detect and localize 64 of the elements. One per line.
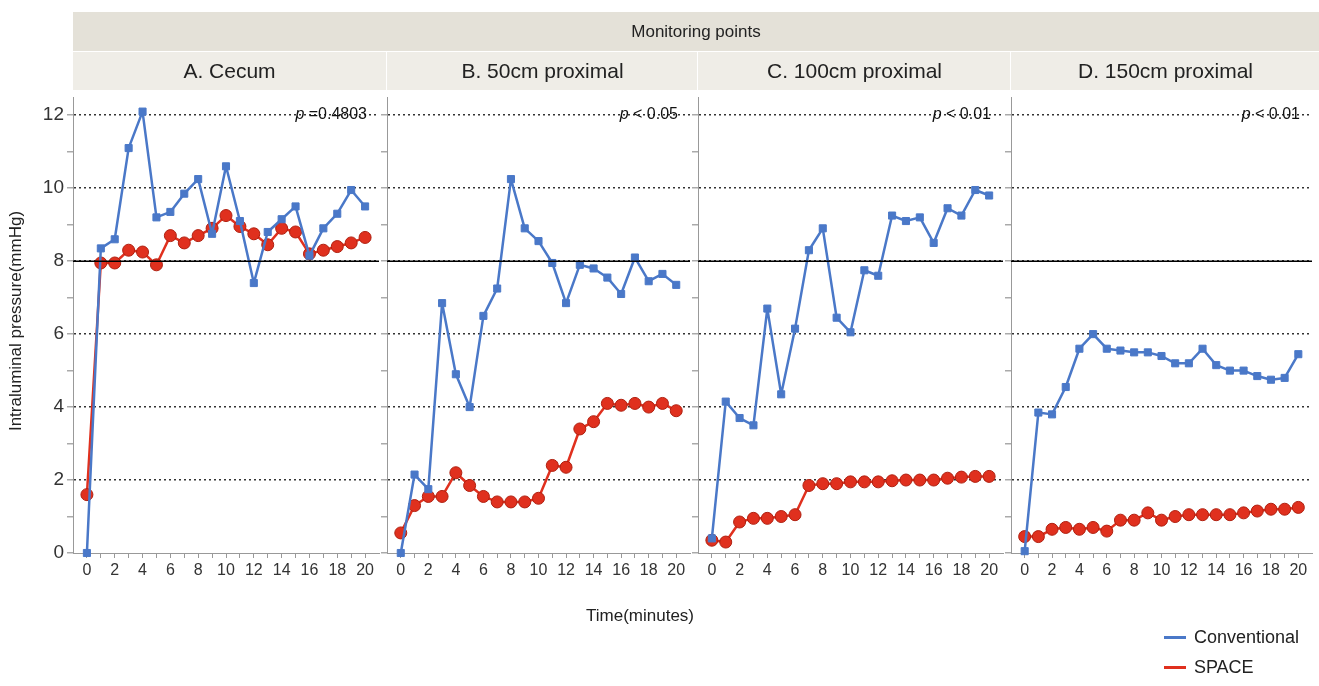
x-tick-label: 4 [138,561,148,579]
x-tick-label: 14 [584,561,603,579]
chart-title: D. 150cm proximal [1077,59,1254,83]
x-tick-label: 20 [667,561,686,579]
x-tick-label: 14 [272,561,291,579]
x-tick-label: 6 [790,561,800,579]
x-axis-title: Time(minutes) [586,606,694,626]
x-tick-label: 8 [193,561,203,579]
x-tick-label: 4 [1074,561,1084,579]
x-tick-label: 14 [897,561,915,579]
x-tick-label: 16 [924,561,943,579]
x-tick-label: 8 [1129,561,1139,579]
x-tick-label: 18 [952,561,971,579]
x-tick-label: 16 [1234,561,1253,579]
annotation: p < 0.01 [931,105,992,123]
legend-label: Conventional [1193,626,1299,648]
x-tick-label: 6 [478,561,488,579]
x-tick-label: 4 [451,561,461,579]
x-tick-label: 10 [217,561,235,579]
x-tick-label: 4 [762,561,772,579]
y-tick-label: 12 [42,103,64,125]
annotation: p < 0.01 [1240,105,1301,123]
x-tick-label: 6 [1102,561,1112,579]
x-tick-label: 0 [396,561,406,579]
x-tick-label: 0 [707,561,717,579]
x-tick-label: 0 [82,561,92,579]
y-tick-label: 8 [53,249,64,271]
x-tick-label: 0 [1020,561,1030,579]
x-tick-label: 12 [244,561,263,579]
x-tick-label: 20 [980,561,999,579]
y-axis-title: Intraluminal pressure(mmHg) [6,210,26,432]
y-tick-label: 4 [53,395,65,417]
x-tick-label: 2 [1047,561,1057,579]
x-tick-label: 10 [841,561,860,579]
x-tick-label: 16 [300,561,319,579]
x-tick-label: 12 [869,561,888,579]
legend-label: SPACE [1193,656,1254,678]
x-tick-label: 10 [529,561,548,579]
x-tick-label: 8 [506,561,516,579]
x-tick-label: 2 [735,561,745,579]
x-tick-label: 6 [165,561,175,579]
x-tick-label: 2 [110,561,120,579]
x-tick-label: 18 [639,561,658,579]
x-tick-label: 20 [356,561,375,579]
chart-title: C. 100cm proximal [766,59,943,83]
chart-title: A. Cecum [183,59,276,83]
text: Monitoring points [73,12,1319,51]
annotation: p =0.4803 [294,105,368,123]
x-tick-label: 8 [818,561,828,579]
y-tick-label: 0 [53,541,64,563]
x-tick-label: 2 [423,561,433,579]
x-tick-label: 12 [557,561,576,579]
y-tick-label: 6 [53,322,64,344]
x-tick-label: 12 [1179,561,1198,579]
y-tick-label: 2 [53,468,64,490]
x-tick-label: 18 [1262,561,1280,579]
x-tick-label: 20 [1289,561,1308,579]
x-tick-label: 14 [1207,561,1226,579]
chart-title: B. 50cm proximal [461,59,624,83]
x-tick-label: 16 [612,561,631,579]
x-tick-label: 10 [1152,561,1171,579]
y-tick-label: 10 [42,176,64,198]
x-tick-label: 18 [328,561,347,579]
annotation: p < 0.05 [618,105,679,123]
